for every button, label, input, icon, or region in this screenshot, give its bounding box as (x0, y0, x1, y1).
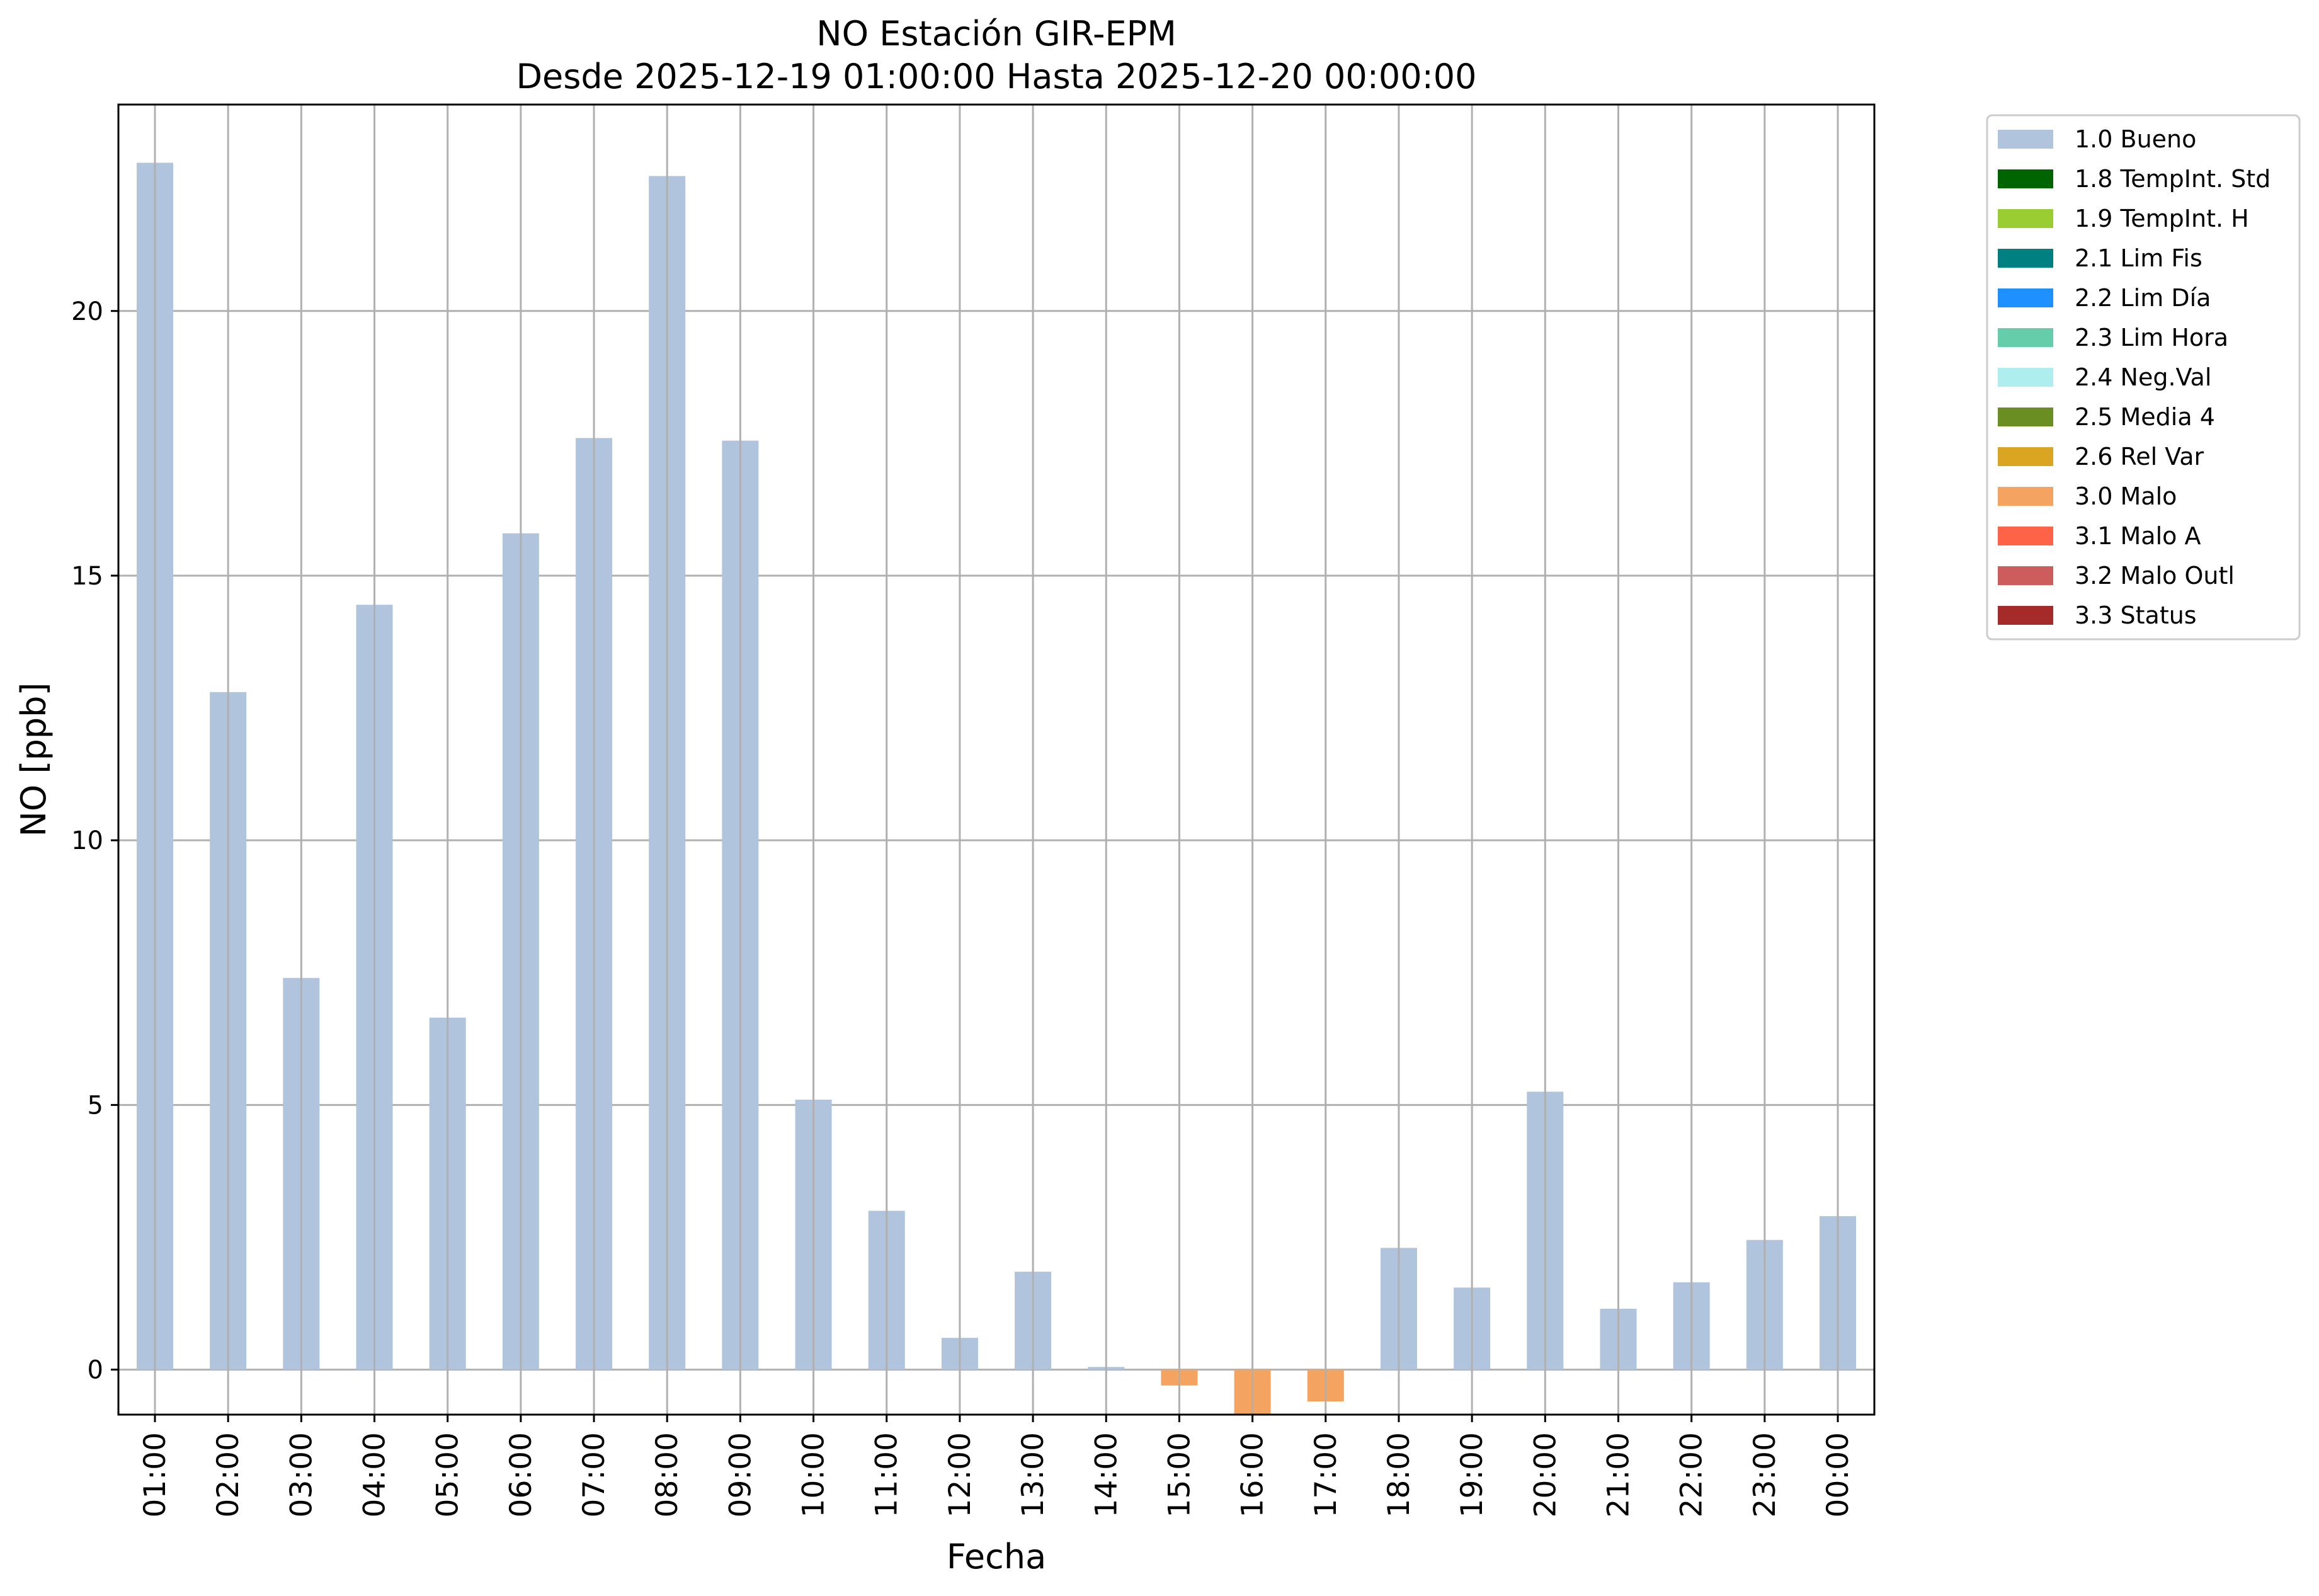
y-axis-label: NO [ppb] (14, 682, 54, 836)
legend-swatch (1998, 527, 2053, 545)
legend-label: 1.8 TempInt. Std (2075, 165, 2271, 193)
x-tick-label: 18:00 (1382, 1432, 1416, 1517)
legend-label: 2.4 Neg.Val (2075, 363, 2211, 391)
vertical-grid (154, 105, 1839, 1415)
legend-label: 2.1 Lim Fis (2075, 244, 2202, 272)
chart-title: NO Estación GIR-EPM (816, 14, 1177, 54)
legend-swatch (1998, 209, 2053, 228)
legend-label: 2.6 Rel Var (2075, 443, 2204, 470)
x-tick-label: 08:00 (650, 1432, 685, 1517)
x-tick-label: 14:00 (1089, 1432, 1124, 1517)
legend: 1.0 Bueno 1.8 TempInt. Std 1.9 TempInt. H 2… (1986, 114, 2301, 641)
y-axis: 0 5 10 15 20 (71, 297, 118, 1385)
legend-swatch (1998, 566, 2053, 585)
legend-label: 2.2 Lim Día (2075, 284, 2211, 312)
legend-label: 3.2 Malo Outl (2075, 562, 2235, 590)
y-tick-label: 20 (71, 297, 103, 326)
plot-frame (117, 103, 1876, 1416)
legend-swatch (1998, 288, 2053, 307)
x-tick-label: 12:00 (943, 1432, 977, 1517)
x-tick-label: 05:00 (431, 1432, 465, 1517)
y-tick-label: 5 (88, 1091, 103, 1120)
x-tick-label: 15:00 (1162, 1432, 1197, 1517)
chart-subtitle: Desde 2025-12-19 01:00:00 Hasta 2025-12-… (516, 57, 1476, 96)
legend-label: 3.1 Malo A (2075, 522, 2201, 550)
x-tick-label: 01:00 (138, 1432, 173, 1517)
x-tick-label: 10:00 (797, 1432, 831, 1517)
x-tick-label: 09:00 (723, 1432, 758, 1517)
x-tick-label: 04:00 (358, 1432, 392, 1517)
y-tick-label: 0 (88, 1356, 103, 1385)
x-tick-label: 16:00 (1236, 1432, 1270, 1517)
legend-swatch (1998, 368, 2053, 387)
x-tick-label: 06:00 (504, 1432, 538, 1517)
x-tick-label: 07:00 (577, 1432, 612, 1517)
grid (118, 310, 1874, 1371)
legend-label: 1.9 TempInt. H (2075, 205, 2249, 232)
legend-label: 3.0 Malo (2075, 482, 2177, 510)
legend-label: 3.3 Status (2075, 601, 2197, 629)
legend-swatch (1998, 606, 2053, 625)
x-tick-label: 21:00 (1601, 1432, 1636, 1517)
legend-label: 2.5 Media 4 (2075, 403, 2215, 431)
legend-swatch (1998, 169, 2053, 188)
y-tick-label: 10 (71, 826, 103, 855)
legend-swatch (1998, 408, 2053, 426)
x-tick-label: 17:00 (1309, 1432, 1343, 1517)
x-axis-label: Fecha (947, 1537, 1046, 1576)
legend-label: 1.0 Bueno (2075, 125, 2196, 153)
y-tick-label: 15 (71, 562, 103, 591)
x-tick-label: 13:00 (1016, 1432, 1051, 1517)
x-tick-label: 02:00 (211, 1432, 246, 1517)
x-tick-label: 03:00 (284, 1432, 319, 1517)
x-tick-label: 23:00 (1748, 1432, 1782, 1517)
x-tick-label: 20:00 (1528, 1432, 1563, 1517)
x-tick-label: 22:00 (1675, 1432, 1709, 1517)
x-tick-label: 19:00 (1455, 1432, 1490, 1517)
legend-swatch (1998, 487, 2053, 506)
legend-frame (1986, 114, 2301, 641)
x-axis: 01:00 02:00 03:00 04:00 05:00 06:00 07:00 08:00… (138, 1415, 1855, 1517)
x-tick-label: 11:00 (870, 1432, 904, 1517)
legend-swatch (1998, 447, 2053, 466)
x-tick-label: 00:00 (1821, 1432, 1855, 1517)
legend-swatch (1998, 130, 2053, 149)
legend-swatch (1998, 249, 2053, 268)
legend-swatch (1998, 328, 2053, 347)
legend-label: 2.3 Lim Hora (2075, 324, 2228, 351)
bars (137, 162, 1856, 1415)
